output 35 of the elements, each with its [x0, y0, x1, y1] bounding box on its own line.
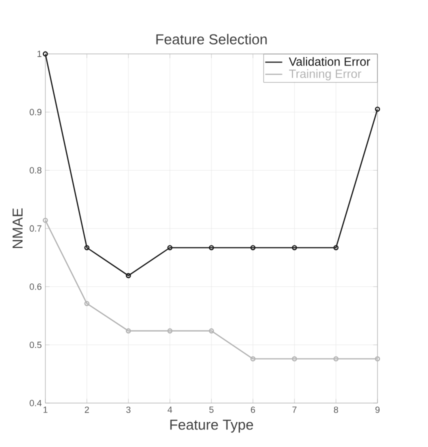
y-tick-label: 0.9 [30, 108, 42, 116]
point [292, 245, 298, 250]
y-tick-label: 0.8 [30, 167, 42, 174]
x-tick-label: 1 [44, 406, 48, 413]
point [126, 328, 131, 334]
point [292, 356, 298, 362]
legend-label: Training Error [289, 69, 362, 80]
point [84, 300, 90, 306]
point [333, 245, 339, 250]
point [333, 356, 339, 362]
y-tick-label: 0.6 [30, 283, 42, 290]
point [126, 273, 131, 278]
x-tick-label: 3 [126, 406, 130, 413]
legend-label: Validation Error [288, 57, 370, 66]
x-tick-label: 9 [375, 406, 380, 413]
y-tick-label: 0.5 [30, 342, 42, 348]
y-tick-label: 0.7 [30, 225, 42, 232]
y-axis-title: NMAE [12, 208, 23, 248]
y-tick-label: 1 [38, 50, 42, 57]
point [250, 245, 256, 250]
y-tick-label: 0.4 [30, 400, 42, 406]
x-tick-label: 6 [250, 406, 256, 413]
x-tick-label: 5 [209, 406, 214, 413]
x-tick-label: 4 [168, 406, 172, 413]
point [84, 245, 90, 250]
point [250, 356, 256, 362]
chart-title: Feature Selection [156, 34, 267, 44]
point [208, 328, 214, 334]
point [167, 245, 172, 250]
x-tick-label: 2 [84, 406, 89, 413]
x-tick-label: 8 [334, 406, 338, 413]
x-axis-title: Feature Type [170, 420, 254, 433]
x-tick-label: 7 [292, 406, 296, 413]
point [167, 328, 172, 334]
point [208, 245, 214, 250]
